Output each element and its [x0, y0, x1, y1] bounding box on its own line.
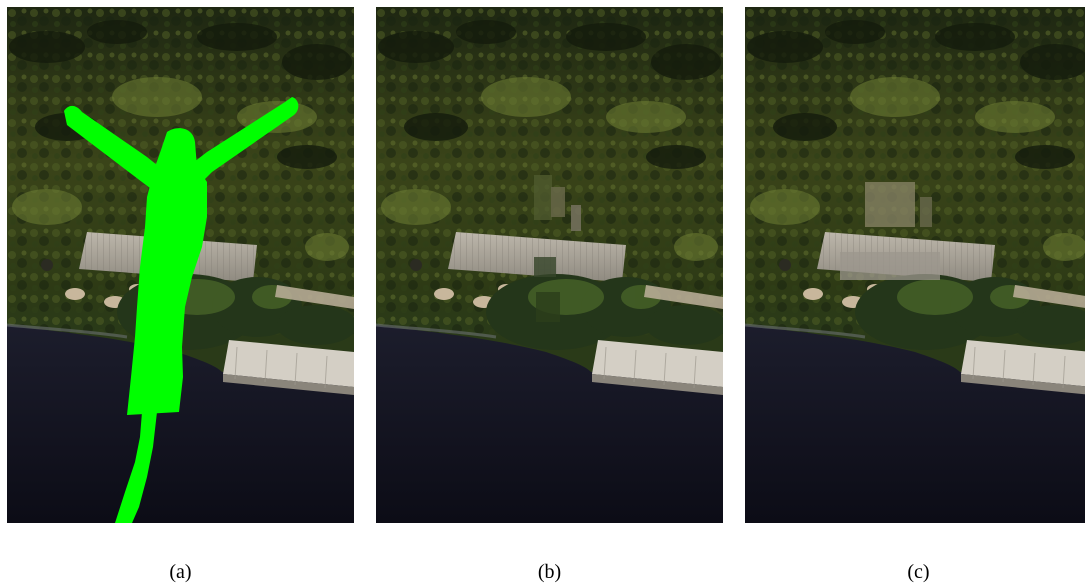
inpainting-artifacts: [840, 182, 940, 280]
caption-c: (c): [907, 561, 930, 583]
green-mask-region: [64, 97, 299, 523]
inpainted-result-c: [745, 7, 1085, 523]
inpainting-artifacts: [534, 175, 581, 322]
caption-a: (a): [169, 561, 192, 583]
inpainted-result-b: [376, 7, 723, 523]
caption-b: (b): [537, 561, 562, 583]
panel-a-image: [7, 7, 354, 523]
panel-c-image: [745, 7, 1085, 523]
photo-with-mask: [7, 7, 354, 523]
panel-b-image: [376, 7, 723, 523]
